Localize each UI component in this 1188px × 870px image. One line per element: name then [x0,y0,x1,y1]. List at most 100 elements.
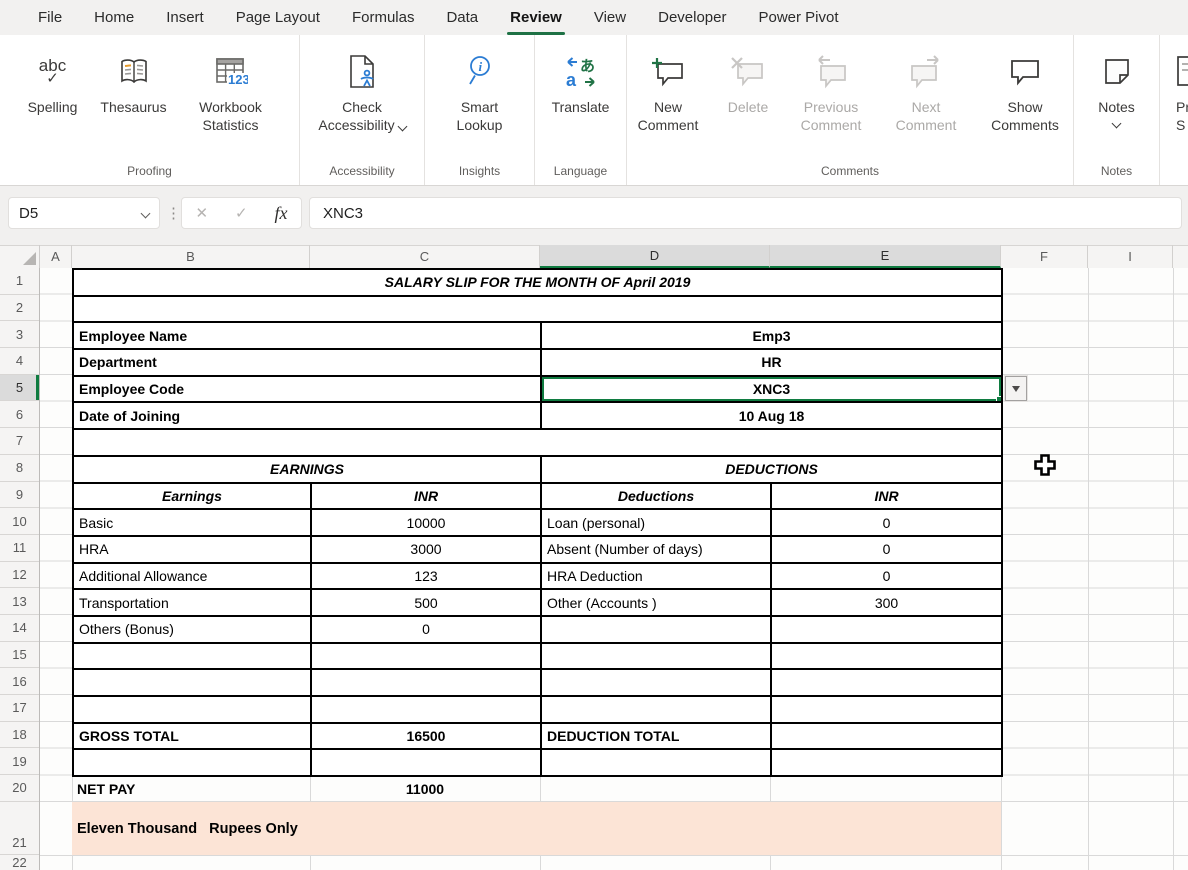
tab-page-layout[interactable]: Page Layout [220,0,336,35]
column-header-d[interactable]: D [540,245,770,268]
empty-cell[interactable] [541,696,771,723]
tab-file[interactable]: File [22,0,78,35]
deduction-value-cell[interactable]: 0 [771,509,1002,536]
tab-developer[interactable]: Developer [642,0,742,35]
empty-cell[interactable] [541,749,771,776]
row-header-14[interactable]: 14 [0,615,39,642]
earning-item-cell[interactable]: Transportation [73,589,311,616]
row-header-12[interactable]: 12 [0,562,39,589]
spelling-button[interactable]: abc✓ Spelling [17,44,89,118]
row-header-15[interactable]: 15 [0,642,39,669]
date-of-joining-value-cell[interactable]: 10 Aug 18 [541,402,1002,429]
column-header-b[interactable]: B [72,245,310,268]
next-comment-button[interactable]: Next Comment [879,44,973,136]
select-all-corner[interactable] [0,245,40,268]
empty-cell[interactable] [311,749,541,776]
deduction-total-label-cell[interactable]: DEDUCTION TOTAL [541,723,771,750]
empty-cell[interactable] [311,696,541,723]
formula-bar-drag-handle[interactable]: ⋮ [166,197,181,229]
tab-insert[interactable]: Insert [150,0,220,35]
insert-function-icon[interactable]: fx [275,203,288,224]
row-header-7[interactable]: 7 [0,428,39,455]
deduction-item-cell[interactable]: HRA Deduction [541,563,771,590]
earning-item-cell[interactable]: HRA [73,536,311,563]
column-header-partial[interactable] [1173,245,1188,268]
employee-name-value-cell[interactable]: Emp3 [541,322,1002,349]
row-header-11[interactable]: 11 [0,535,39,562]
previous-comment-button[interactable]: Previous Comment [783,44,879,136]
earning-item-cell[interactable]: Others (Bonus) [73,616,311,643]
department-label-cell[interactable]: Department [73,349,541,376]
deduction-item-cell[interactable] [541,616,771,643]
column-header-f[interactable]: F [1001,245,1088,268]
row-header-13[interactable]: 13 [0,588,39,615]
empty-cell[interactable] [73,429,1002,456]
deduction-value-cell[interactable]: 300 [771,589,1002,616]
data-validation-dropdown-button[interactable] [1005,376,1027,401]
net-pay-value-cell[interactable]: 11000 [310,775,540,802]
deduction-item-cell[interactable]: Loan (personal) [541,509,771,536]
row-header-22[interactable]: 22 [0,855,39,870]
row-header-19[interactable]: 19 [0,748,39,775]
earning-value-cell[interactable]: 10000 [311,509,541,536]
tab-data[interactable]: Data [430,0,494,35]
name-box-chevron-icon[interactable] [141,208,151,218]
notes-button[interactable]: Notes [1082,44,1152,129]
empty-cell[interactable] [771,643,1002,670]
row-header-2[interactable]: 2 [0,295,39,322]
active-cell-d5[interactable]: XNC3 [541,376,1002,403]
empty-cell[interactable] [73,749,311,776]
earning-item-cell[interactable]: Additional Allowance [73,563,311,590]
tab-home[interactable]: Home [78,0,150,35]
gross-total-label-cell[interactable]: GROSS TOTAL [73,723,311,750]
empty-cell[interactable] [771,696,1002,723]
row-header-16[interactable]: 16 [0,668,39,695]
earnings-header-cell[interactable]: Earnings [73,483,311,510]
protect-sheet-button-partial[interactable]: PrS [1160,44,1188,136]
empty-cell[interactable] [73,296,1002,323]
tab-review[interactable]: Review [494,0,578,35]
earning-value-cell[interactable]: 0 [311,616,541,643]
column-header-a[interactable]: A [40,245,72,268]
cancel-icon[interactable]: ✕ [195,204,208,222]
deduction-value-cell[interactable]: 0 [771,563,1002,590]
earnings-inr-header-cell[interactable]: INR [311,483,541,510]
row-header-6[interactable]: 6 [0,401,39,428]
row-header-10[interactable]: 10 [0,508,39,535]
earning-value-cell[interactable]: 123 [311,563,541,590]
workbook-statistics-button[interactable]: 123 Workbook Statistics [179,44,283,136]
employee-code-label-cell[interactable]: Employee Code [73,376,541,403]
empty-cell[interactable] [771,749,1002,776]
deduction-value-cell[interactable]: 0 [771,536,1002,563]
deduction-value-cell[interactable] [771,616,1002,643]
net-pay-label-cell[interactable]: NET PAY [72,775,315,802]
empty-cell[interactable] [73,669,311,696]
empty-cell[interactable] [541,643,771,670]
title-cell[interactable]: SALARY SLIP FOR THE MONTH OF April 2019 [73,269,1002,296]
empty-cell[interactable] [311,643,541,670]
earnings-band-cell[interactable]: EARNINGS [73,456,541,483]
department-value-cell[interactable]: HR [541,349,1002,376]
show-comments-button[interactable]: Show Comments [973,44,1077,136]
earning-value-cell[interactable]: 3000 [311,536,541,563]
deductions-band-cell[interactable]: DEDUCTIONS [541,456,1002,483]
deductions-header-cell[interactable]: Deductions [541,483,771,510]
delete-comment-button[interactable]: Delete [713,44,783,118]
name-box[interactable]: D5 [8,197,160,229]
deduction-item-cell[interactable]: Other (Accounts ) [541,589,771,616]
tab-view[interactable]: View [578,0,642,35]
thesaurus-button[interactable]: Thesaurus [89,44,179,118]
column-header-e[interactable]: E [770,245,1001,268]
amount-in-words-cell[interactable]: Eleven Thousand Rupees Only [72,802,1001,855]
empty-cell[interactable] [73,643,311,670]
earning-value-cell[interactable]: 500 [311,589,541,616]
tab-power-pivot[interactable]: Power Pivot [742,0,854,35]
empty-cell[interactable] [771,669,1002,696]
row-header-1[interactable]: 1 [0,268,39,295]
earning-item-cell[interactable]: Basic [73,509,311,536]
column-header-c[interactable]: C [310,245,540,268]
row-header-3[interactable]: 3 [0,321,39,348]
gross-total-value-cell[interactable]: 16500 [311,723,541,750]
deduction-item-cell[interactable]: Absent (Number of days) [541,536,771,563]
deductions-inr-header-cell[interactable]: INR [771,483,1002,510]
